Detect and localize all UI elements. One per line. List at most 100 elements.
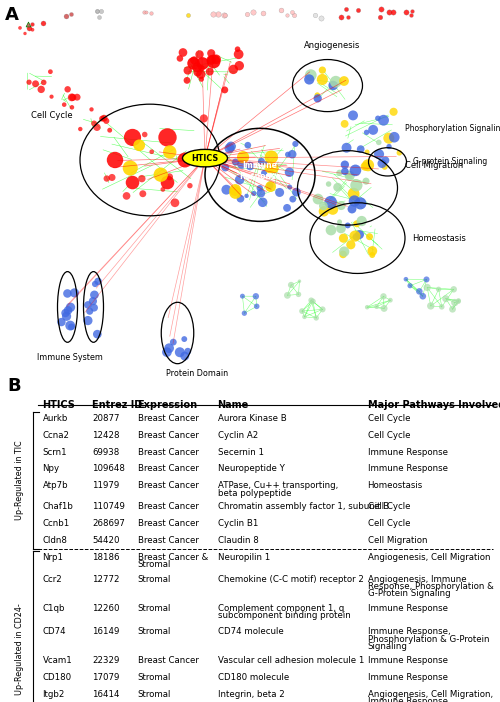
Point [366,231,374,242]
Point [351,230,359,241]
Text: CD180 molecule: CD180 molecule [218,673,289,682]
Point [344,11,352,22]
Point [307,69,315,81]
Text: Aurora Kinase B: Aurora Kinase B [218,414,286,423]
Text: Immune System: Immune System [37,353,103,362]
Point [276,4,284,15]
Text: Cldn8: Cldn8 [42,536,68,545]
Point [342,142,350,153]
Point [284,290,292,301]
Point [266,181,274,192]
Text: 18186: 18186 [92,552,120,562]
Text: Homeostasis: Homeostasis [412,234,467,243]
Text: Stromal: Stromal [138,604,171,613]
Point [286,181,294,192]
Point [344,220,351,231]
Text: Immune Response: Immune Response [368,697,448,702]
Point [181,350,189,362]
Point [326,197,334,208]
Point [288,149,296,160]
Text: subcomponent binding protein: subcomponent binding protein [218,611,350,620]
Point [368,245,376,256]
Point [84,315,92,326]
Text: Stromal: Stromal [138,673,171,682]
Point [356,229,364,240]
Text: Integrin, beta 2: Integrin, beta 2 [218,690,284,698]
Point [350,195,358,206]
Text: B: B [8,377,21,395]
Point [257,187,265,199]
Point [90,302,98,313]
Point [318,74,326,85]
Text: Cell Migration: Cell Migration [368,536,427,545]
Point [198,62,205,74]
Point [334,182,342,193]
Point [140,7,148,18]
Text: Stromal: Stromal [138,690,171,698]
Point [329,80,337,91]
Point [62,307,70,319]
Point [341,159,349,171]
Point [102,115,110,126]
Point [356,143,364,154]
Point [194,67,202,78]
Point [312,312,320,324]
Text: Neuropilin 1: Neuropilin 1 [218,552,270,562]
Point [340,246,348,257]
Point [66,320,74,331]
Text: Chaf1b: Chaf1b [42,502,74,511]
Point [21,28,29,39]
Point [163,347,171,358]
Point [361,161,369,172]
Point [386,295,394,306]
Point [212,53,220,65]
Point [314,93,322,104]
Text: Signaling: Signaling [368,642,408,651]
Point [232,187,239,198]
Point [454,295,462,306]
Point [94,276,102,287]
Point [180,333,188,345]
Point [128,177,136,188]
Point [324,178,332,190]
Point [419,291,427,302]
Point [230,64,237,75]
Point [376,11,384,22]
Point [374,113,382,124]
Point [380,291,388,302]
Point [70,287,78,298]
Ellipse shape [182,150,228,167]
Text: Secernin 1: Secernin 1 [218,448,264,456]
Text: Entrez ID: Entrez ID [92,400,143,410]
Point [390,131,398,143]
Point [184,65,192,76]
Text: Breast Cancer: Breast Cancer [138,414,198,423]
Point [93,121,101,133]
Point [140,129,148,140]
Point [90,118,98,129]
Point [238,291,246,302]
Point [89,296,97,307]
Text: Cell Cycle: Cell Cycle [368,502,410,511]
Point [340,118,348,129]
Point [86,305,94,317]
Point [222,184,230,195]
Text: Angiogenesis: Angiogenesis [304,41,360,51]
Text: Name: Name [218,400,249,410]
Point [122,190,130,201]
Point [236,60,244,72]
Point [345,169,353,180]
Point [166,146,173,157]
Point [350,188,358,199]
Point [354,5,362,16]
Text: Phosphorylation & G-Protein: Phosphorylation & G-Protein [368,635,489,644]
Point [60,99,68,110]
Point [190,58,198,69]
Point [352,165,360,176]
Point [97,6,105,17]
Point [48,91,56,102]
Text: Itgb2: Itgb2 [42,690,65,698]
Point [292,138,300,150]
Text: 20877: 20877 [92,414,120,423]
Text: 11979: 11979 [92,482,120,490]
